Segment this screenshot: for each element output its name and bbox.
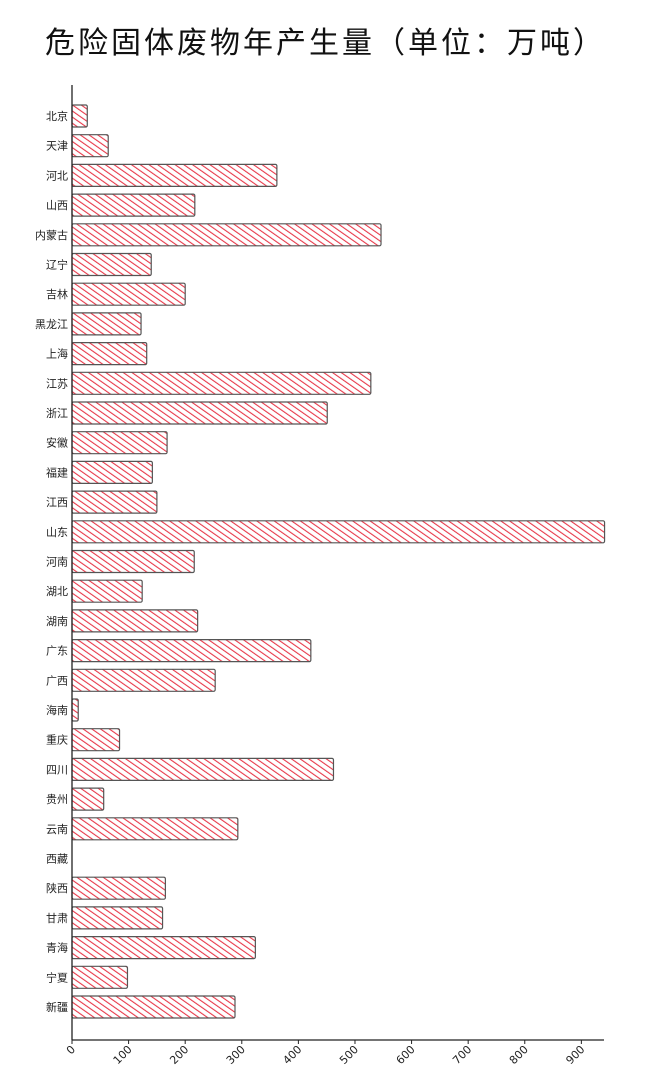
bar-福建 <box>71 460 153 484</box>
category-label: 内蒙古 <box>35 228 68 242</box>
bar-山西 <box>71 193 196 217</box>
category-label: 辽宁 <box>46 258 68 272</box>
x-tick-label: 600 <box>394 1043 418 1067</box>
category-label: 吉林 <box>46 287 68 301</box>
category-label: 北京 <box>46 109 68 123</box>
x-tick-label: 800 <box>507 1043 531 1067</box>
bar-辽宁 <box>71 252 152 277</box>
category-label: 上海 <box>46 347 68 361</box>
category-label: 河南 <box>46 556 68 569</box>
x-tick-label: 200 <box>167 1043 191 1067</box>
category-label: 甘肃 <box>46 912 68 925</box>
category-label: 宁夏 <box>46 970 68 984</box>
bar-江西 <box>71 490 158 514</box>
category-label: 广西 <box>46 674 68 687</box>
bar-湖南 <box>71 609 199 633</box>
category-label: 贵州 <box>46 793 68 806</box>
category-label: 安徽 <box>46 436 68 450</box>
bar-青海 <box>71 935 256 960</box>
category-label: 重庆 <box>46 733 68 747</box>
category-label: 天津 <box>46 140 68 153</box>
x-tick-label: 500 <box>337 1043 361 1067</box>
category-label: 西藏 <box>46 853 68 866</box>
bar-甘肃 <box>71 906 164 930</box>
x-tick-label: 400 <box>280 1043 304 1067</box>
category-label: 新疆 <box>46 1000 68 1014</box>
x-tick-label: 300 <box>224 1043 248 1067</box>
category-label: 河北 <box>46 169 68 182</box>
category-label: 四川 <box>46 763 68 776</box>
bar-贵州 <box>71 787 105 811</box>
bar-吉林 <box>71 282 186 306</box>
bar-浙江 <box>71 401 328 425</box>
category-label: 湖南 <box>46 615 68 628</box>
bar-宁夏 <box>71 965 129 989</box>
bar-北京 <box>71 104 88 128</box>
bar-新疆 <box>71 995 236 1019</box>
bar-上海 <box>71 342 148 366</box>
category-label: 浙江 <box>46 407 68 420</box>
bar-广西 <box>71 668 216 692</box>
category-label: 广东 <box>46 645 68 658</box>
category-label: 黑龙江 <box>35 318 68 331</box>
bar-河南 <box>71 549 195 574</box>
bar-海南 <box>71 698 79 722</box>
x-tick-label: 0 <box>64 1043 78 1057</box>
bar-黑龙江 <box>71 312 142 336</box>
category-label: 湖北 <box>46 585 68 598</box>
category-label: 江苏 <box>46 377 68 390</box>
bar-安徽 <box>71 431 168 455</box>
bar-四川 <box>71 757 335 782</box>
bar-天津 <box>71 134 109 158</box>
bar-云南 <box>71 817 239 841</box>
bar-河北 <box>71 163 278 187</box>
x-tick-label: 900 <box>563 1043 587 1067</box>
bars-group <box>71 104 606 1019</box>
x-tick-labels: 0 100 200 300 400 500 600 700 800 900 <box>64 1040 587 1067</box>
chart-title: 危险固体废物年产生量（单位：万吨） <box>45 26 606 61</box>
bar-湖北 <box>71 579 143 603</box>
category-label: 陕西 <box>46 881 68 895</box>
bar-陕西 <box>71 876 166 900</box>
bar-山东 <box>71 520 606 544</box>
axes <box>71 85 604 1041</box>
category-label: 海南 <box>46 703 68 717</box>
bar-江苏 <box>71 371 372 395</box>
category-label: 青海 <box>46 941 68 955</box>
category-label: 云南 <box>46 823 68 836</box>
x-tick-label: 700 <box>450 1043 474 1067</box>
bar-内蒙古 <box>71 223 382 247</box>
bar-广东 <box>71 638 312 663</box>
bar-重庆 <box>71 728 121 752</box>
category-label: 江西 <box>46 496 68 509</box>
category-labels: 北京天津河北山西内蒙古辽宁吉林黑龙江上海江苏浙江安徽福建江西山东河南湖北湖南广东… <box>35 109 68 1014</box>
x-tick-label: 100 <box>111 1043 135 1067</box>
category-label: 福建 <box>46 465 68 479</box>
category-label: 山东 <box>46 526 68 539</box>
category-label: 山西 <box>46 199 68 212</box>
